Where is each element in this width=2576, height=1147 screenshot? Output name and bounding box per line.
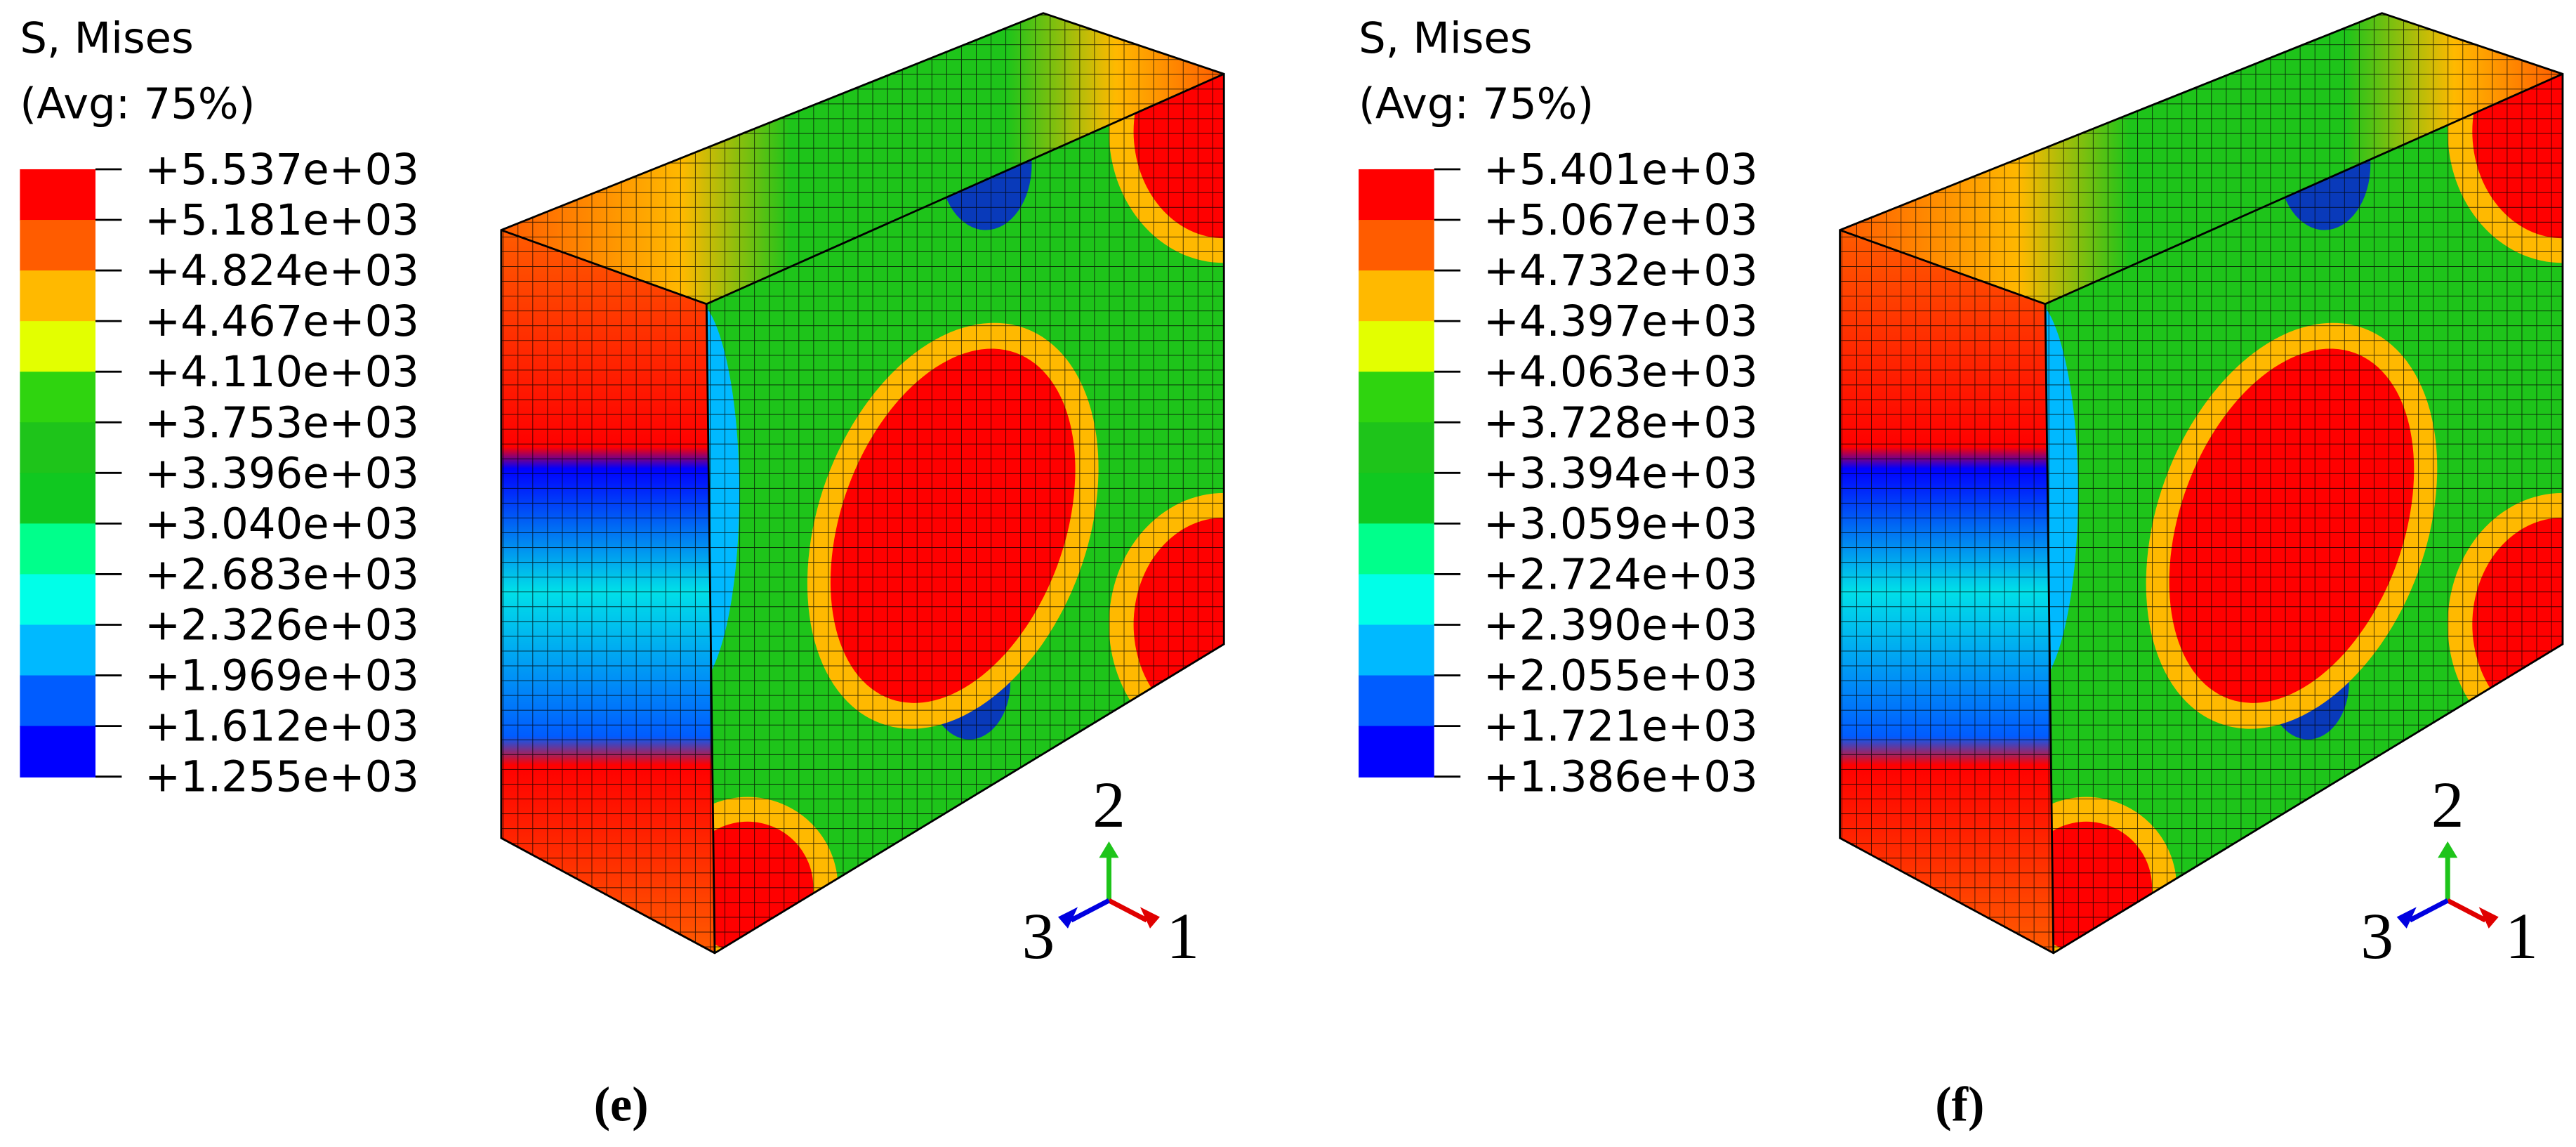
legend-swatch (1359, 675, 1434, 727)
legend-label: +2.326e+03 (145, 601, 419, 650)
legend-label: +3.728e+03 (1484, 398, 1758, 447)
legend-swatch (20, 422, 95, 474)
legend-swatch (20, 321, 95, 373)
legend-swatch (1359, 624, 1434, 676)
legend-label: +5.401e+03 (1484, 145, 1758, 195)
legend-swatch (20, 726, 95, 778)
legend-label: +1.386e+03 (1484, 753, 1758, 802)
stress-model (501, 0, 1339, 978)
legend-label: +4.397e+03 (1484, 297, 1758, 346)
legend-swatch (1359, 726, 1434, 778)
legend-swatch (1359, 422, 1434, 474)
legend-label: +1.255e+03 (145, 753, 419, 802)
legend-swatch (1359, 220, 1434, 272)
axis-label: 1 (1166, 900, 1199, 973)
legend-swatch (20, 473, 95, 525)
caption: (e) (594, 1077, 649, 1132)
caption: (f) (1935, 1077, 1984, 1132)
legend-swatch (20, 675, 95, 727)
legend-label: +1.721e+03 (1484, 702, 1758, 752)
legend-label: +5.181e+03 (145, 196, 419, 245)
legend-label: +3.394e+03 (1484, 449, 1758, 498)
legend-swatch (20, 624, 95, 676)
legend-swatch (1359, 523, 1434, 575)
legend-subtitle: (Avg: 75%) (20, 79, 255, 129)
panel: S, Mises(Avg: 75%)+5.537e+03+5.181e+03+4… (20, 0, 1339, 1132)
legend-label: +2.055e+03 (1484, 652, 1758, 701)
panel: S, Mises(Avg: 75%)+5.401e+03+5.067e+03+4… (1359, 0, 2576, 1132)
legend: S, Mises(Avg: 75%)+5.401e+03+5.067e+03+4… (1359, 14, 1758, 802)
legend-swatch (1359, 169, 1434, 221)
legend-label: +2.724e+03 (1484, 550, 1758, 599)
legend-swatch (20, 523, 95, 575)
legend-label: +4.824e+03 (145, 247, 419, 296)
legend-title: S, Mises (1359, 14, 1532, 63)
legend-title: S, Mises (20, 14, 193, 63)
legend-label: +1.612e+03 (145, 702, 419, 752)
legend-label: +2.683e+03 (145, 550, 419, 599)
legend-label: +3.059e+03 (1484, 499, 1758, 549)
legend-label: +5.067e+03 (1484, 196, 1758, 245)
legend-label: +4.063e+03 (1484, 348, 1758, 397)
legend-swatch (1359, 473, 1434, 525)
stress-model (1840, 0, 2576, 978)
legend-label: +1.969e+03 (145, 652, 419, 701)
legend-swatch (20, 220, 95, 272)
legend-label: +3.396e+03 (145, 449, 419, 498)
axis-label: 2 (1092, 769, 1125, 841)
legend-label: +2.390e+03 (1484, 601, 1758, 650)
legend-swatch (1359, 574, 1434, 626)
axis-label: 1 (2505, 900, 2538, 973)
legend-swatch (20, 574, 95, 626)
legend-label: +4.732e+03 (1484, 247, 1758, 296)
legend-subtitle: (Avg: 75%) (1359, 79, 1594, 129)
legend-label: +4.467e+03 (145, 297, 419, 346)
axis-label: 3 (2360, 900, 2393, 973)
legend-swatch (20, 372, 95, 424)
legend-label: +5.537e+03 (145, 145, 419, 195)
legend-label: +3.040e+03 (145, 499, 419, 549)
legend-label: +3.753e+03 (145, 398, 419, 447)
legend-swatch (20, 169, 95, 221)
legend-swatch (1359, 372, 1434, 424)
legend-label: +4.110e+03 (145, 348, 419, 397)
axis-label: 3 (1022, 900, 1055, 973)
axis-label: 2 (2431, 769, 2464, 841)
legend: S, Mises(Avg: 75%)+5.537e+03+5.181e+03+4… (20, 14, 419, 802)
legend-swatch (20, 270, 95, 322)
legend-swatch (1359, 321, 1434, 373)
legend-swatch (1359, 270, 1434, 322)
